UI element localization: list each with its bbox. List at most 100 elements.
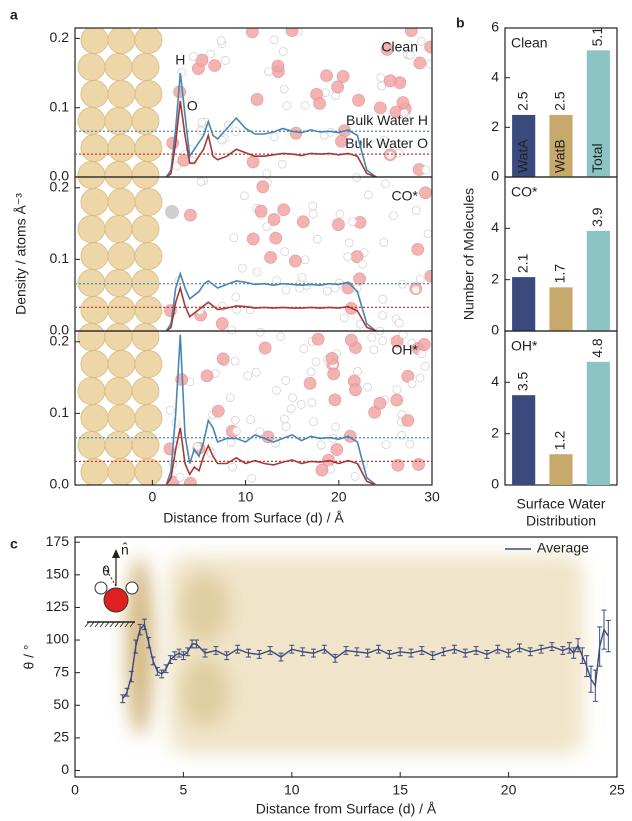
error-bar xyxy=(245,648,251,658)
hydrogen-atom xyxy=(322,286,332,296)
hydrogen-atom xyxy=(350,471,360,481)
hydrogen-atom xyxy=(229,233,239,243)
hydrogen-atom xyxy=(196,177,206,187)
y-tick-label: 2 xyxy=(491,270,499,286)
hydrogen-atom xyxy=(255,427,265,437)
hydrogen-atom xyxy=(281,422,291,432)
hydrogen-atom xyxy=(378,336,388,346)
metal-atom xyxy=(104,377,133,405)
hydrogen-atom xyxy=(378,310,388,320)
cloud-band xyxy=(168,555,585,755)
y-tick-label: 0.0 xyxy=(50,322,70,338)
panel-annotation: OH* xyxy=(511,338,538,354)
bar xyxy=(512,114,536,177)
hydrogen-atom xyxy=(415,274,425,284)
x-tick-label: 10 xyxy=(284,782,300,798)
hydrogen-atom xyxy=(282,101,292,110)
oxygen-atom xyxy=(330,443,344,456)
error-bar xyxy=(124,687,130,697)
metal-atom xyxy=(107,296,136,324)
oxygen-atom xyxy=(208,59,222,72)
oxygen-atom xyxy=(404,28,418,37)
density-line xyxy=(165,72,377,178)
surface-hatch xyxy=(104,621,110,628)
error-bar xyxy=(575,638,581,653)
y-tick-label: 125 xyxy=(46,598,70,614)
hydrogen-atom xyxy=(308,201,318,211)
metal-atom xyxy=(134,350,163,378)
metal-atom xyxy=(80,350,109,378)
hydrogen-atom xyxy=(166,405,175,415)
x-tick-label: 5 xyxy=(180,782,188,798)
hydrogen-atom xyxy=(300,255,310,265)
oxygen-atom xyxy=(328,393,342,407)
metal-atom xyxy=(104,323,133,351)
metal-atom xyxy=(107,188,136,216)
value-label: 5.1 xyxy=(589,27,605,47)
metal-atom xyxy=(131,377,160,405)
oxygen-atom xyxy=(315,463,329,477)
oxygen-atom xyxy=(419,186,432,200)
error-bar xyxy=(137,623,143,636)
error-bar xyxy=(172,651,178,661)
hydrogen-atom xyxy=(238,263,247,273)
bar xyxy=(586,230,610,331)
hydrogen-atom xyxy=(311,357,321,367)
cloud-dense xyxy=(180,572,231,643)
hydrogen-atom xyxy=(420,362,430,371)
metal-atom xyxy=(77,269,106,297)
x-tick-label: 25 xyxy=(609,782,625,798)
value-label: 4.8 xyxy=(589,338,605,358)
value-label: 2.1 xyxy=(514,253,530,273)
x-tick-label: 15 xyxy=(392,782,408,798)
bar xyxy=(586,361,610,485)
hydrogen-atom xyxy=(344,238,354,248)
error-bar xyxy=(441,647,447,657)
metal-atom xyxy=(80,242,109,270)
metal-atom xyxy=(134,458,163,485)
y-tick-label: 0 xyxy=(491,168,499,184)
oxygen-atom xyxy=(325,351,339,365)
value-label: 1.2 xyxy=(552,431,568,451)
metal-atom xyxy=(104,107,133,135)
metal-atom xyxy=(104,215,133,243)
metal-atom xyxy=(77,215,106,243)
surface-hatch xyxy=(124,621,130,628)
metal-atom xyxy=(131,215,160,243)
panel-annotation: OH* xyxy=(392,342,419,358)
hydrogen-atom xyxy=(335,209,345,219)
error-bar xyxy=(495,644,501,654)
error-bar xyxy=(256,649,262,659)
error-bar xyxy=(549,642,555,651)
oxygen-atom xyxy=(413,56,427,70)
hydrogen-atom xyxy=(221,56,230,65)
oxygen-atom xyxy=(258,341,272,355)
bar xyxy=(549,114,573,177)
y-tick-label: 4 xyxy=(491,373,499,389)
error-bar xyxy=(213,646,219,655)
error-bar xyxy=(278,652,284,662)
hydrogen-atom xyxy=(348,217,357,227)
hydrogen-atom xyxy=(367,333,377,342)
metal-atom xyxy=(104,431,133,459)
hydrogen-atom xyxy=(411,206,421,215)
metal-atom xyxy=(134,28,163,54)
metal-atom xyxy=(131,323,160,351)
surface-hatch xyxy=(119,621,125,628)
oxygen-atom xyxy=(184,476,197,485)
surface-hatch xyxy=(99,621,105,628)
error-bar xyxy=(133,639,139,654)
oxygen-atom xyxy=(331,80,345,94)
density-line xyxy=(165,285,377,332)
hydrogen-atom xyxy=(230,415,240,425)
plot-frame xyxy=(74,330,433,486)
oxygen-atom xyxy=(246,232,260,246)
hydrogen-atom xyxy=(312,234,322,244)
error-bar xyxy=(601,609,607,650)
hydrogen-atom xyxy=(379,238,389,247)
metal-atom xyxy=(80,296,109,324)
hydrogen-atom xyxy=(363,190,373,200)
oxygen-atom xyxy=(424,40,432,54)
hydrogen-atom xyxy=(363,382,372,392)
metal-atom xyxy=(134,188,163,216)
